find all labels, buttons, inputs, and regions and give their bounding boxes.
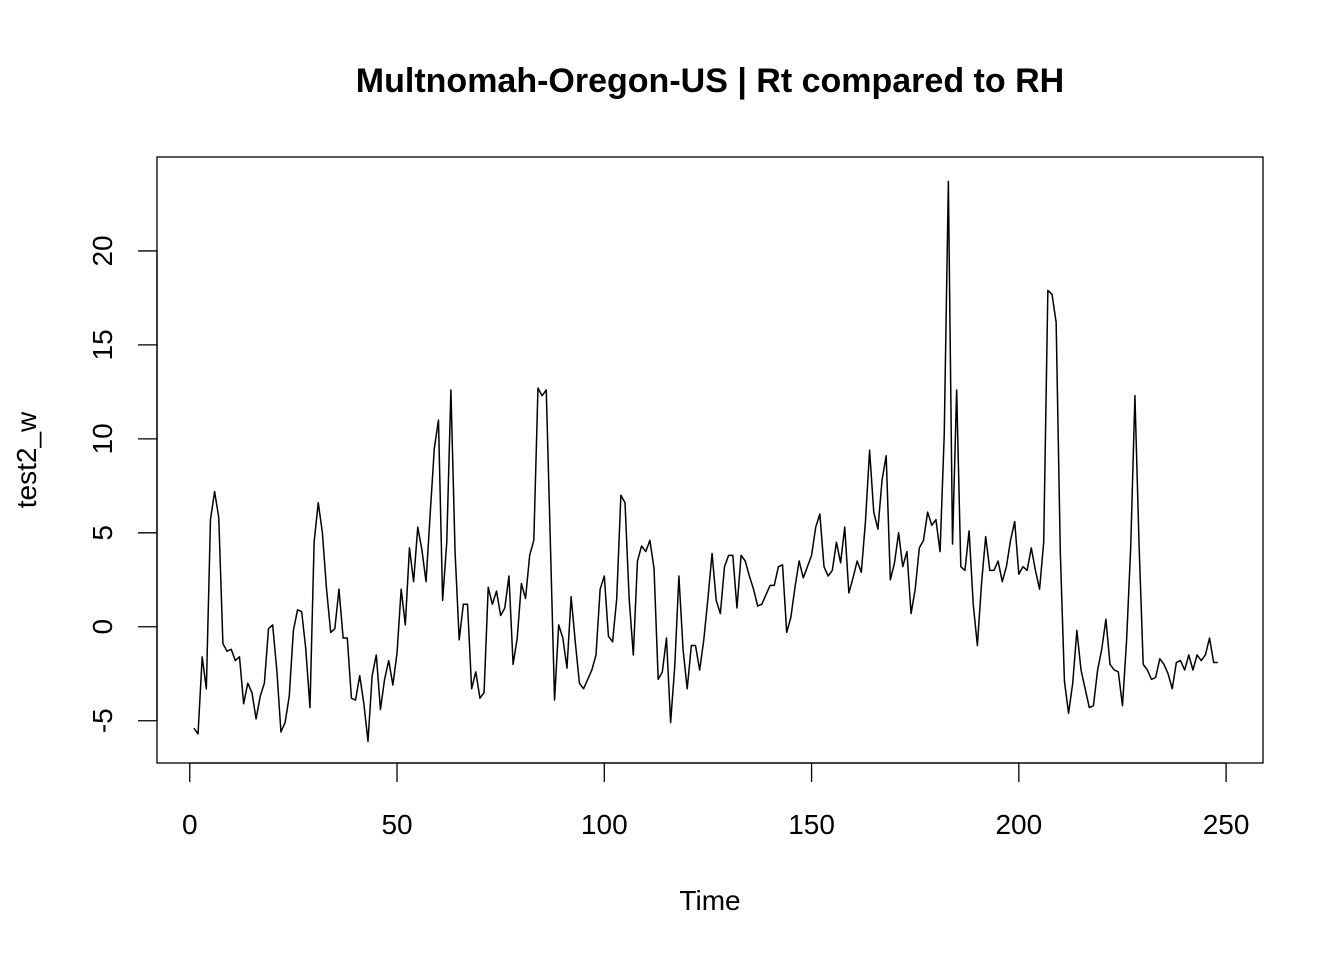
x-tick-label: 100 [581, 809, 628, 840]
y-tick-label: 10 [87, 423, 118, 454]
x-tick-label: 50 [381, 809, 412, 840]
y-tick-label: 5 [87, 525, 118, 541]
x-axis: 0 50 100 150 200 250 [182, 762, 1250, 840]
x-tick-label: 0 [182, 809, 198, 840]
x-tick-label: 200 [995, 809, 1042, 840]
y-tick-label: 0 [87, 619, 118, 635]
y-tick-label: -5 [87, 708, 118, 733]
x-axis-label: Time [679, 885, 740, 916]
y-tick-label: 20 [87, 235, 118, 266]
x-tick-label: 250 [1203, 809, 1250, 840]
series-line [193, 180, 1218, 743]
y-axis: -5 0 5 10 15 20 [87, 235, 158, 733]
y-axis-label: test2_w [11, 411, 42, 508]
x-tick-label: 150 [788, 809, 835, 840]
chart-title: Multnomah-Oregon-US | Rt compared to RH [356, 62, 1064, 100]
y-tick-label: 15 [87, 329, 118, 360]
